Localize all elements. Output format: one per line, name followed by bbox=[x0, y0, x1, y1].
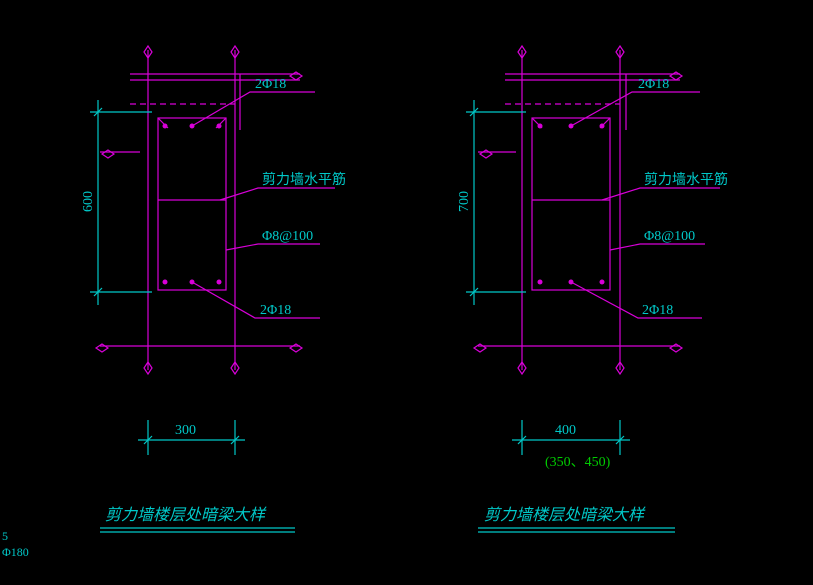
left-botbar-label: 2Φ18 bbox=[260, 303, 291, 318]
left-title: 剪力墙楼层处暗梁大样 bbox=[105, 506, 267, 524]
right-width-dim: 400 bbox=[512, 420, 630, 455]
marginal-b: Φ180 bbox=[2, 545, 29, 559]
right-topbar-label: 2Φ18 bbox=[638, 77, 669, 92]
left-topbar-label: 2Φ18 bbox=[255, 77, 286, 92]
right-extra-green-label: (350、450) bbox=[545, 455, 611, 470]
right-width-value: 400 bbox=[555, 423, 576, 438]
right-height-value: 700 bbox=[457, 191, 472, 212]
left-stirrup-label: Φ8@100 bbox=[262, 229, 313, 244]
right-detail: 2Φ18 剪力墙水平筋 Φ8@100 2Φ18 700 40 bbox=[457, 46, 728, 532]
right-stirrup-label: Φ8@100 bbox=[644, 229, 695, 244]
left-width-value: 300 bbox=[175, 423, 196, 438]
cad-canvas: 2Φ18 剪力墙水平筋 Φ8@100 2Φ18 600 30 bbox=[0, 0, 813, 585]
left-height-dim: 600 bbox=[81, 100, 152, 305]
left-height-value: 600 bbox=[81, 191, 96, 212]
right-botbar-label: 2Φ18 bbox=[642, 303, 673, 318]
left-width-dim: 300 bbox=[138, 420, 245, 455]
marginal-a: 5 bbox=[2, 529, 8, 543]
right-wallhbar-label: 剪力墙水平筋 bbox=[644, 171, 728, 188]
left-detail: 2Φ18 剪力墙水平筋 Φ8@100 2Φ18 600 30 bbox=[81, 46, 346, 532]
right-title: 剪力墙楼层处暗梁大样 bbox=[484, 506, 646, 524]
left-wallhbar-label: 剪力墙水平筋 bbox=[262, 171, 346, 188]
right-height-dim: 700 bbox=[457, 100, 526, 305]
